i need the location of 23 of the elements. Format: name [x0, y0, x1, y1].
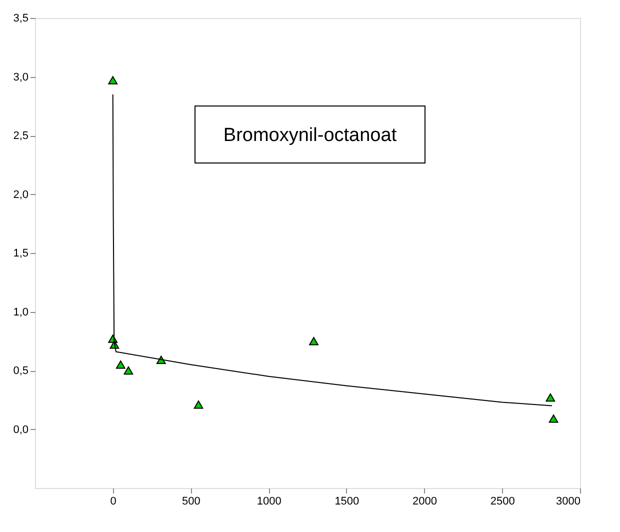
point: [124, 366, 134, 375]
x-tick-label: 0: [110, 496, 116, 508]
x-tick-label: 2000: [412, 496, 438, 508]
x-tick-label: 1500: [334, 496, 360, 508]
y-tick-label: 3,5: [13, 12, 28, 24]
y-tick-label: 2,0: [13, 188, 28, 201]
point: [108, 76, 118, 84]
x-tick-label: 3000: [556, 496, 580, 508]
y-tick-label: 0,5: [13, 365, 28, 377]
annotation: Bromoxynil-octanoat: [223, 125, 398, 146]
y-tick-label: 3,0: [13, 71, 28, 84]
x-tick-label: 500: [182, 496, 200, 508]
point: [116, 360, 126, 369]
y-tick-label: 2,5: [13, 130, 28, 142]
x-tick-label: 1000: [256, 496, 282, 508]
y-tick-label: 1,5: [13, 248, 28, 260]
x-tick-label: 2500: [490, 496, 515, 508]
point: [194, 400, 204, 409]
point: [546, 393, 556, 402]
y-tick-label: 0,0: [13, 424, 28, 436]
point: [309, 337, 318, 346]
point: [548, 414, 558, 423]
y-tick-label: 1,0: [13, 306, 28, 318]
